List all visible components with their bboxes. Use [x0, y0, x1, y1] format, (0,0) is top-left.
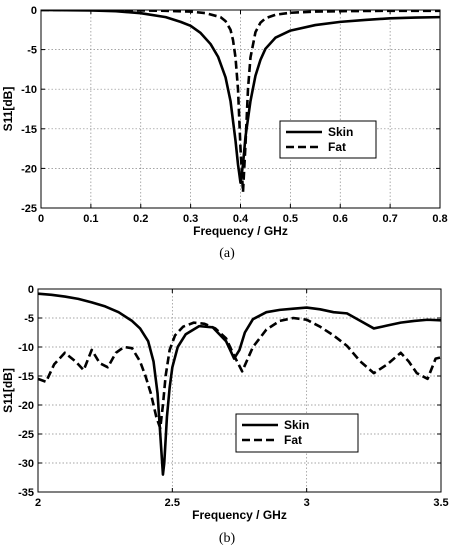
y-tick-label: -10	[18, 342, 34, 354]
y-tick-label: 0	[28, 284, 34, 296]
legend-label-fat: Fat	[284, 433, 302, 447]
series-line-fat	[38, 316, 441, 430]
panel-caption: (b)	[219, 531, 236, 546]
y-tick-label: -5	[27, 45, 37, 57]
x-tick-label: 2.5	[165, 497, 180, 509]
plot-frame	[37, 288, 442, 493]
panel-caption: (a)	[219, 246, 235, 261]
x-tick-label: 0.3	[183, 213, 198, 225]
y-tick-label: -30	[18, 458, 34, 470]
y-axis-label: S11[dB]	[1, 368, 15, 413]
legend-label-skin: Skin	[284, 418, 309, 432]
chart-panel-a: 0 0.1 0.2 0.3 0.4 0.5 0.6 0.7 0.8 0 -5 -10 -15 -20 -25…	[1, 5, 448, 261]
series-line-skin	[41, 10, 440, 184]
y-tick-label: 0	[31, 5, 37, 17]
chart-panel-b: 2 2.5 3 3.5 0 -5 -10 -15 -20 -25 -30 -35 Frequency /…	[1, 284, 449, 546]
x-tick-label: 0.6	[333, 213, 348, 225]
y-tick-label: -15	[18, 371, 34, 383]
x-tick-label: 3	[304, 497, 310, 509]
x-tick-label: 0.2	[133, 213, 148, 225]
y-tick-label: -25	[21, 203, 37, 215]
y-tick-label: -35	[18, 487, 34, 499]
series-line-fat	[41, 10, 440, 194]
legend-box	[235, 413, 359, 453]
y-tick-label: -20	[21, 163, 37, 175]
x-tick-label: 2	[35, 497, 41, 509]
y-tick-label: -10	[21, 84, 37, 96]
x-tick-label: 0.1	[83, 213, 98, 225]
y-axis-label: S11[dB]	[1, 87, 15, 132]
x-tick-label: 0.8	[432, 213, 447, 225]
y-tick-label: -20	[18, 400, 34, 412]
legend-label-skin: Skin	[328, 125, 353, 139]
x-tick-label: 0.7	[382, 213, 397, 225]
x-axis-label: Frequency / GHz	[192, 508, 287, 522]
grid	[38, 289, 441, 492]
legend-label-fat: Fat	[328, 140, 346, 154]
y-tick-label: -25	[18, 429, 34, 441]
x-tick-label: 3.5	[433, 497, 448, 509]
x-tick-label: 0.4	[233, 213, 249, 225]
series-line-skin	[38, 292, 441, 476]
y-tick-label: -15	[21, 124, 37, 136]
x-tick-label: 0	[38, 213, 44, 225]
x-axis-label: Frequency / GHz	[193, 224, 288, 238]
x-tick-label: 0.5	[283, 213, 298, 225]
legend-box	[279, 120, 377, 159]
y-tick-label: -5	[24, 313, 34, 325]
